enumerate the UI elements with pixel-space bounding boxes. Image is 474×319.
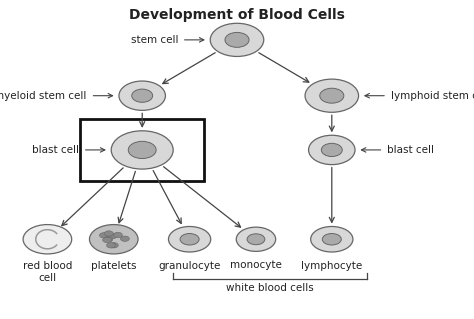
Ellipse shape — [310, 226, 353, 252]
Ellipse shape — [109, 242, 118, 248]
Text: Development of Blood Cells: Development of Blood Cells — [129, 8, 345, 22]
Text: white blood cells: white blood cells — [226, 283, 314, 293]
Text: monocyte: monocyte — [230, 260, 282, 270]
Ellipse shape — [247, 234, 265, 245]
Ellipse shape — [132, 89, 153, 102]
Ellipse shape — [104, 231, 113, 236]
Ellipse shape — [225, 33, 249, 47]
Ellipse shape — [305, 79, 358, 112]
Text: lymphoid stem cell: lymphoid stem cell — [391, 91, 474, 101]
Ellipse shape — [107, 243, 116, 248]
Ellipse shape — [322, 234, 341, 245]
Ellipse shape — [210, 23, 264, 56]
Text: lymphocyte: lymphocyte — [301, 261, 363, 271]
Ellipse shape — [108, 234, 117, 239]
Ellipse shape — [113, 232, 122, 238]
Text: red blood
cell: red blood cell — [23, 261, 72, 283]
Text: stem cell: stem cell — [130, 35, 178, 45]
Ellipse shape — [309, 135, 355, 165]
Ellipse shape — [104, 237, 113, 242]
Ellipse shape — [180, 234, 199, 245]
Text: platelets: platelets — [91, 261, 137, 271]
Ellipse shape — [111, 131, 173, 169]
Ellipse shape — [23, 225, 72, 254]
Ellipse shape — [120, 236, 129, 241]
Ellipse shape — [119, 81, 165, 110]
Bar — [81, 119, 204, 181]
Ellipse shape — [321, 143, 342, 157]
Ellipse shape — [103, 237, 111, 243]
Text: blast cell: blast cell — [387, 145, 434, 155]
Ellipse shape — [128, 141, 156, 159]
Ellipse shape — [320, 88, 344, 103]
Text: blast cell: blast cell — [32, 145, 79, 155]
Ellipse shape — [168, 226, 211, 252]
Text: myeloid stem cell: myeloid stem cell — [0, 91, 87, 101]
Ellipse shape — [100, 233, 109, 238]
Ellipse shape — [90, 225, 138, 254]
Ellipse shape — [236, 227, 276, 251]
Text: granulocyte: granulocyte — [158, 261, 221, 271]
